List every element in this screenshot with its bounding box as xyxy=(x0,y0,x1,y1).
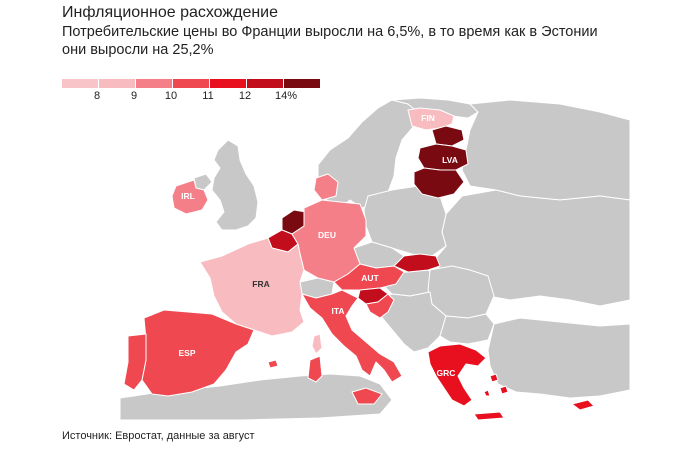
country-cyp-shape xyxy=(571,399,595,411)
country-fin-shape xyxy=(407,107,455,131)
region-bulgaria xyxy=(439,313,495,345)
region-russia-north xyxy=(461,99,631,201)
legend-swatch-5 xyxy=(210,79,246,88)
legend-swatch-1 xyxy=(62,79,98,88)
label-esp: ESP xyxy=(178,348,195,358)
legend-label-14: 14% xyxy=(274,90,298,102)
country-hrv-shape xyxy=(365,293,395,319)
region-turkey xyxy=(487,317,631,399)
country-sicily-shape xyxy=(351,387,383,405)
country-ita-shape xyxy=(301,289,403,383)
legend-swatch-7 xyxy=(284,79,320,88)
country-lva-shape xyxy=(417,143,469,171)
country-prt-shape xyxy=(123,333,147,391)
country-grc-islands-shape xyxy=(483,373,509,397)
legend-label-11: 11 xyxy=(202,90,214,102)
region-north-africa xyxy=(119,373,393,421)
legend-swatch-2 xyxy=(99,79,135,88)
label-ita: ITA xyxy=(331,306,344,316)
country-irl-shape xyxy=(171,179,209,215)
region-northern-ireland xyxy=(193,173,213,191)
country-dnk-shape xyxy=(313,173,339,201)
label-deu: DEU xyxy=(318,230,336,240)
label-fin: FIN xyxy=(421,113,435,123)
country-est-shape xyxy=(431,125,465,147)
legend-label-12: 12 xyxy=(238,90,252,102)
country-svk-shape xyxy=(393,253,441,273)
legend-label-10: 10 xyxy=(164,90,178,102)
country-ltu-shape xyxy=(413,167,465,199)
legend-label-9: 9 xyxy=(130,90,138,102)
legend-swatch-4 xyxy=(173,79,209,88)
label-lva: LVA xyxy=(442,155,458,165)
label-fra: FRA xyxy=(252,279,269,289)
country-crete-shape xyxy=(473,411,505,421)
country-grc-shape xyxy=(427,343,487,407)
country-corsica-shape xyxy=(311,333,323,355)
country-balearic-shape xyxy=(267,359,279,369)
country-aut-shape xyxy=(333,263,405,291)
region-great-britain xyxy=(211,139,259,231)
label-irl: IRL xyxy=(181,191,195,201)
legend-swatch-3 xyxy=(136,79,172,88)
label-aut: AUT xyxy=(361,273,379,283)
label-grc: GRC xyxy=(437,368,456,378)
country-sardinia-shape xyxy=(307,355,323,383)
source-note: Источник: Евростат, данные за август xyxy=(62,430,255,442)
chart-title: Инфляционное расхождение xyxy=(62,4,279,21)
legend-swatch-6 xyxy=(247,79,283,88)
legend-label-8: 8 xyxy=(93,90,101,102)
chart-subtitle: Потребительские цены во Франции выросли … xyxy=(62,24,598,58)
